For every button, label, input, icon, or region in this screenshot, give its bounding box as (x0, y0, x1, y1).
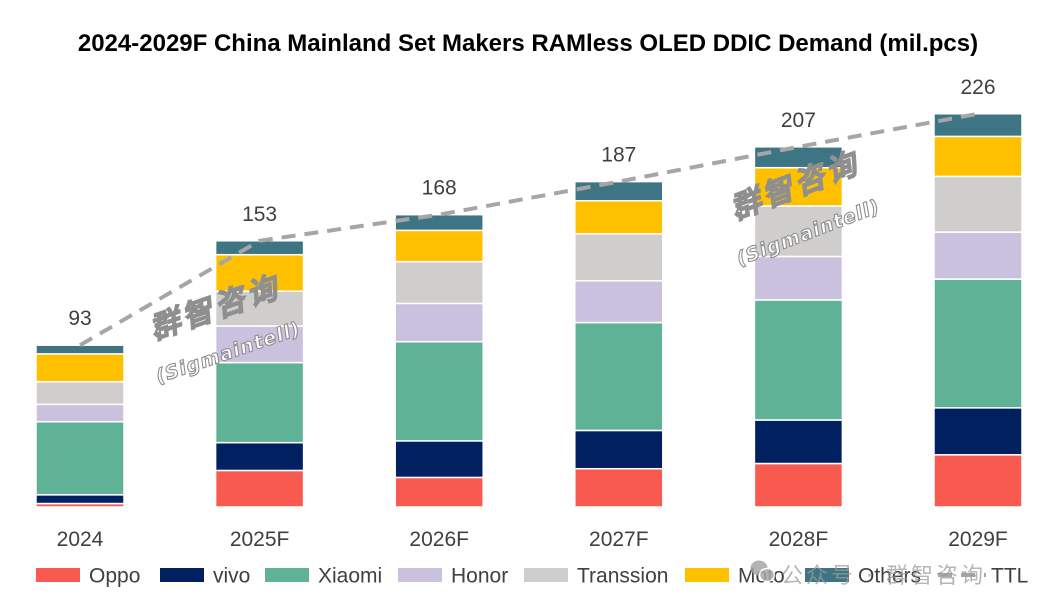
bar-oppo-2027f (574, 467, 664, 508)
total-label-2026f: 168 (422, 177, 457, 200)
bar-moto-2026f (394, 229, 484, 263)
legend-swatch-oppo (36, 568, 80, 582)
x-tick-label-2027f: 2027F (589, 528, 649, 551)
x-tick-label-2028f: 2028F (769, 528, 829, 551)
legend-label-transsion: Transsion (577, 565, 668, 588)
bar-moto-2024 (35, 353, 125, 383)
bar-honor-2028f (753, 255, 844, 301)
bar-moto-2029f (933, 135, 1023, 178)
legend-label-xiaomi: Xiaomi (318, 565, 382, 588)
legend-item-oppo: Oppo (36, 565, 140, 588)
bar-others-2027f (574, 180, 664, 202)
bar-others-2029f (933, 113, 1023, 138)
bar-others-2026f (394, 213, 484, 232)
legend-swatch-xiaomi (265, 568, 309, 582)
bar-xiaomi-2026f (394, 340, 484, 442)
bar-moto-2027f (574, 200, 664, 235)
bar-xiaomi-2025f (214, 361, 305, 444)
total-label-2025f: 153 (242, 203, 277, 226)
legend-swatch-moto (685, 568, 729, 582)
bar-xiaomi-2027f (574, 321, 664, 432)
chart-title: 2024-2029F China Mainland Set Makers RAM… (78, 30, 978, 57)
bar-oppo-2026f (394, 476, 484, 508)
bar-vivo-2025f (214, 441, 305, 472)
ttl-dashed-line (78, 111, 979, 347)
wechat-watermark: 公众号 · 群智咨询 (750, 560, 986, 589)
legend-swatch-others (805, 568, 849, 582)
bar-moto-2028f (753, 166, 844, 207)
bar-vivo-2028f (753, 419, 844, 465)
bar-honor-2026f (394, 302, 484, 343)
legend-swatch-honor (398, 568, 442, 582)
x-tick-label-2025f: 2025F (230, 528, 290, 551)
bar-oppo-2025f (214, 469, 305, 508)
bar-others-2028f (753, 146, 844, 169)
wechat-watermark-label: 公众号 · 群智咨询 (781, 564, 986, 589)
legend-label-vivo: vivo (213, 565, 250, 588)
legend-item-ttl: TTL (938, 565, 1028, 588)
bar-honor-2029f (933, 231, 1023, 280)
bar-transsion-2029f (933, 175, 1023, 233)
legend-swatch-transsion (524, 568, 568, 582)
legend-item-transsion: Transsion (524, 565, 668, 588)
bar-transsion-2028f (753, 205, 844, 258)
bars-group (35, 113, 1023, 508)
bar-vivo-2026f (394, 440, 484, 479)
total-label-2027f: 187 (601, 144, 636, 167)
x-tick-label-2024: 2024 (57, 528, 104, 551)
total-label-2029f: 226 (960, 76, 995, 99)
bar-others-2024 (35, 344, 125, 355)
x-tick-label-2029f: 2029F (948, 528, 1008, 551)
legend: OppovivoXiaomiHonorTranssionMotoOthersTT… (36, 565, 1028, 588)
bar-honor-2024 (35, 403, 125, 423)
ttl-line-group (78, 111, 979, 347)
x-tick-label-2026f: 2026F (409, 528, 469, 551)
legend-item-others: Others (805, 565, 921, 588)
legend-label-others: Others (858, 565, 921, 588)
total-label-2028f: 207 (781, 109, 816, 132)
bar-vivo-2024 (35, 494, 125, 505)
bar-transsion-2024 (35, 380, 125, 406)
total-label-2024: 93 (68, 307, 91, 330)
bar-oppo-2029f (933, 454, 1023, 508)
legend-item-vivo: vivo (160, 565, 250, 588)
legend-item-xiaomi: Xiaomi (265, 565, 382, 588)
legend-label-ttl: TTL (991, 565, 1028, 588)
legend-label-oppo: Oppo (89, 565, 140, 588)
bar-others-2025f (214, 240, 305, 256)
legend-item-honor: Honor (398, 565, 508, 588)
bar-xiaomi-2028f (753, 299, 844, 421)
legend-label-honor: Honor (451, 565, 508, 588)
bar-transsion-2027f (574, 233, 664, 282)
total-labels-group: 93 153 168 187 207 226 (68, 76, 995, 330)
legend-swatch-vivo (160, 568, 204, 582)
bar-transsion-2026f (394, 260, 484, 305)
bar-vivo-2029f (933, 407, 1023, 456)
bar-xiaomi-2029f (933, 278, 1023, 409)
bar-vivo-2027f (574, 429, 664, 470)
bar-oppo-2028f (753, 462, 844, 508)
bar-xiaomi-2024 (35, 420, 125, 496)
wechat-icon (750, 560, 776, 583)
x-axis: 2024 2025F 2026F 2027F 2028F 2029F (57, 528, 1008, 551)
bar-honor-2027f (574, 280, 664, 324)
